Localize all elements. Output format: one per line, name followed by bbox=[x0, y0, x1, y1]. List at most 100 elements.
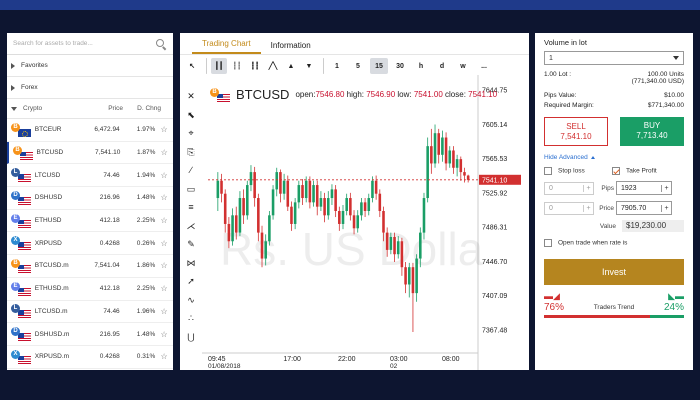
take-profit-price-value[interactable]: 7905.70 bbox=[621, 204, 647, 212]
ohlc-bars-icon[interactable]: ┆┆ bbox=[232, 63, 242, 70]
plus-icon[interactable]: + bbox=[583, 204, 593, 212]
zoom-icon[interactable]: ⌖ bbox=[188, 128, 194, 138]
stop-loss-pips-stepper[interactable]: 0 + bbox=[544, 181, 594, 195]
take-profit-toggle[interactable]: Take Profit bbox=[612, 167, 657, 175]
group-forex[interactable]: Forex bbox=[7, 77, 173, 99]
candle-body bbox=[275, 172, 279, 190]
hide-advanced-link[interactable]: Hide Advanced bbox=[544, 154, 684, 161]
timeframe-more[interactable]: ... bbox=[481, 62, 487, 70]
trend-line-icon[interactable]: ∕ bbox=[190, 165, 192, 175]
stop-loss-toggle[interactable]: Stop loss bbox=[544, 167, 612, 175]
star-icon[interactable]: ☆ bbox=[160, 329, 168, 339]
tab-trading-chart[interactable]: Trading Chart bbox=[192, 39, 261, 54]
asset-price: 216.96 bbox=[99, 194, 120, 202]
star-icon[interactable]: ☆ bbox=[160, 193, 168, 203]
timeframe-1[interactable]: 1 bbox=[335, 62, 339, 70]
asset-row[interactable]: X XRPUSD.m 0.4268 0.31% ☆ bbox=[7, 346, 173, 369]
hollow-candles-icon[interactable]: ┇┇ bbox=[250, 63, 260, 70]
node-icon[interactable]: ∴ bbox=[188, 313, 194, 323]
plus-icon[interactable]: + bbox=[661, 184, 671, 192]
take-profit-pips-value[interactable]: 1923 bbox=[621, 184, 637, 192]
open-when-toggle[interactable]: Open trade when rate is bbox=[544, 239, 684, 247]
star-icon[interactable]: ☆ bbox=[160, 261, 168, 271]
timeframe-5[interactable]: 5 bbox=[356, 62, 360, 70]
take-profit-checkbox[interactable] bbox=[612, 167, 620, 175]
tab-information[interactable]: Information bbox=[270, 41, 311, 50]
star-icon[interactable]: ☆ bbox=[160, 125, 168, 135]
stop-loss-price-stepper[interactable]: 0 + bbox=[544, 201, 594, 215]
invest-button[interactable]: Invest bbox=[544, 259, 684, 285]
timeframe-d[interactable]: d bbox=[439, 62, 445, 70]
buy-button[interactable]: BUY 7,713.40 bbox=[620, 117, 684, 146]
area-chart-icon[interactable]: ▲ bbox=[287, 62, 295, 70]
star-icon[interactable]: ☆ bbox=[160, 170, 168, 180]
btcusd-flag-icon: B bbox=[210, 87, 230, 102]
candle-body bbox=[268, 215, 271, 242]
asset-row[interactable]: B BTCUSD 7,541.10 1.87% ☆ bbox=[7, 141, 173, 165]
crypto-group-toggle[interactable]: Crypto bbox=[11, 105, 83, 112]
timeframe-30[interactable]: 30 bbox=[396, 62, 404, 70]
rectangle-icon[interactable]: ▭ bbox=[186, 183, 196, 194]
candle-body bbox=[264, 241, 267, 259]
star-icon[interactable]: ☆ bbox=[160, 306, 168, 316]
asset-row[interactable]: E ETHUSD.m 412.18 2.25% ☆ bbox=[7, 278, 173, 301]
timeframe-h[interactable]: h bbox=[418, 62, 424, 70]
asset-row[interactable]: D DSHUSD 216.96 1.48% ☆ bbox=[7, 187, 173, 210]
lot-select[interactable]: 1 bbox=[544, 51, 684, 65]
buy-trend: ◣▬ 24% bbox=[664, 291, 684, 313]
cursor-icon[interactable]: ↖ bbox=[189, 63, 195, 70]
asset-row[interactable]: B BTCEUR 6,472.94 1.97% ☆ bbox=[7, 119, 173, 142]
asset-row[interactable]: D DSHUSD.m 216.95 1.48% ☆ bbox=[7, 323, 173, 346]
asset-row[interactable]: L LTCUSD 74.46 1.94% ☆ bbox=[7, 164, 173, 188]
wave-icon[interactable]: ∿ bbox=[187, 294, 195, 305]
close-icon[interactable]: ✕ bbox=[187, 91, 195, 101]
asset-price: 74.46 bbox=[103, 171, 120, 179]
asset-row[interactable]: X XRPUSD 0.4268 0.26% ☆ bbox=[7, 232, 173, 256]
timeframe-w[interactable]: w bbox=[460, 62, 466, 70]
baseline-chart-icon[interactable]: ▼ bbox=[305, 62, 313, 70]
timeframe-15[interactable]: 15 bbox=[370, 58, 388, 74]
take-profit-price-stepper[interactable]: 7905.70 + bbox=[616, 201, 672, 215]
brush-icon[interactable]: ✎ bbox=[187, 239, 195, 249]
asset-price: 412.18 bbox=[99, 285, 120, 293]
magnet-icon[interactable]: ⋃ bbox=[187, 331, 195, 342]
group-favorites[interactable]: Favorites bbox=[7, 55, 173, 77]
stop-loss-checkbox[interactable] bbox=[544, 167, 552, 175]
eth-us-flag-icon: E bbox=[11, 213, 31, 228]
star-icon[interactable]: ☆ bbox=[160, 238, 168, 248]
select-icon[interactable]: ⬉ bbox=[187, 109, 195, 120]
candlestick-icon[interactable]: ┃┃ bbox=[211, 58, 227, 74]
line-chart-icon[interactable]: ╱╲ bbox=[268, 63, 278, 70]
price-chart[interactable]: Rs. US Dolla 7644.75 7605.14 7565.53 7525.92… bbox=[180, 75, 529, 370]
search-input[interactable] bbox=[13, 40, 155, 47]
candle-body bbox=[301, 185, 304, 199]
plus-icon[interactable]: + bbox=[583, 184, 593, 192]
chart-header: B BTCUSD open:7546.80 high: 7546.90 low:… bbox=[210, 87, 497, 102]
pips-value: $10.00 bbox=[664, 92, 684, 99]
asset-price: 0.4268 bbox=[99, 239, 120, 247]
arrow-icon[interactable]: ➚ bbox=[187, 276, 195, 286]
star-icon[interactable]: ☆ bbox=[160, 284, 168, 294]
star-icon[interactable]: ☆ bbox=[160, 352, 168, 362]
asset-row[interactable]: B BTCUSD.m 7,541.04 1.86% ☆ bbox=[7, 255, 173, 278]
asset-symbol: LTCUSD.m bbox=[34, 307, 68, 315]
x-tick-sublabel: 02 bbox=[390, 363, 398, 370]
pattern-icon[interactable]: ⋈ bbox=[186, 257, 196, 268]
horizontal-lines-icon[interactable]: ≡ bbox=[188, 202, 194, 212]
copy-icon[interactable]: ⎘ bbox=[187, 146, 195, 157]
asset-row[interactable]: L LTCUSD.m 74.46 1.96% ☆ bbox=[7, 301, 173, 324]
pips-label: Pips Value: bbox=[544, 92, 577, 99]
trend-bar-sell bbox=[544, 315, 651, 318]
plus-icon[interactable]: + bbox=[661, 204, 671, 212]
star-icon[interactable]: ☆ bbox=[160, 216, 168, 226]
take-profit-pips-stepper[interactable]: 1923 + bbox=[616, 181, 672, 195]
asset-row[interactable]: E ETHUSD 412.18 2.25% ☆ bbox=[7, 210, 173, 233]
asset-symbol: ETHUSD bbox=[34, 217, 62, 225]
dsh-us-flag-icon: D bbox=[11, 327, 31, 342]
star-icon[interactable]: ☆ bbox=[160, 148, 168, 158]
open-when-checkbox[interactable] bbox=[544, 239, 552, 247]
sell-button[interactable]: SELL 7,541.10 bbox=[544, 117, 608, 146]
fork-icon[interactable]: ⋌ bbox=[186, 220, 196, 231]
stop-loss-price-value: 0 bbox=[549, 204, 553, 212]
search-icon[interactable] bbox=[155, 38, 167, 50]
